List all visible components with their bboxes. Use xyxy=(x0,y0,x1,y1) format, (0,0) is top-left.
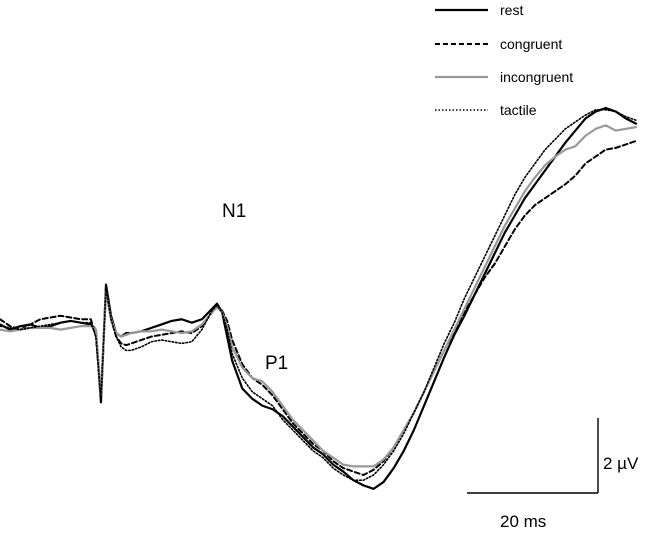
legend-label-incongruent: incongruent xyxy=(500,69,573,85)
legend-label-rest: rest xyxy=(500,2,523,18)
series-line-tactile xyxy=(0,109,637,481)
series-layer xyxy=(0,106,638,490)
scale-bar-time-label: 20 ms xyxy=(500,512,546,531)
series-line-congruent xyxy=(0,139,637,476)
legend-label-congruent: congruent xyxy=(500,36,562,52)
n1-label: N1 xyxy=(222,201,246,222)
legend: rest congruent incongruent tactile xyxy=(435,2,573,118)
scale-bar-voltage-label: 2 µV xyxy=(603,454,639,473)
series-line-rest xyxy=(0,106,638,490)
scale-bar: 2 µV 20 ms xyxy=(467,418,639,531)
legend-label-tactile: tactile xyxy=(500,102,537,118)
p1-label: P1 xyxy=(265,353,288,374)
